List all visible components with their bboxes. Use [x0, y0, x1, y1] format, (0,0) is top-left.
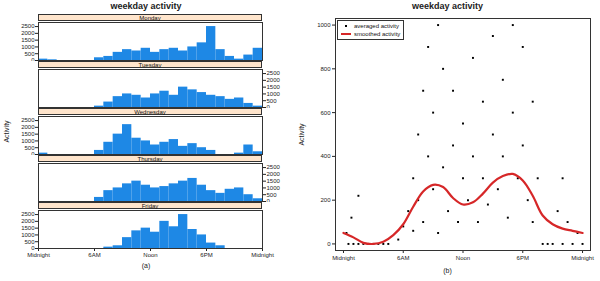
html-text:weekday activity: weekday activity: [412, 1, 483, 11]
svg-text:2000: 2000: [21, 124, 35, 130]
svg-text:1500: 1500: [21, 37, 35, 43]
svg-text:6AM: 6AM: [88, 252, 100, 258]
html-text:weekday activity: weekday activity: [110, 1, 182, 11]
svg-text:1000: 1000: [21, 138, 35, 144]
svg-text:1000: 1000: [267, 91, 281, 97]
svg-text:600: 600: [320, 110, 331, 116]
svg-text:6PM: 6PM: [200, 252, 212, 258]
svg-text:500: 500: [24, 145, 35, 151]
svg-text:0: 0: [31, 151, 35, 155]
svg-text:800: 800: [320, 66, 331, 72]
svg-text:0: 0: [327, 241, 331, 247]
svg-text:2500: 2500: [267, 164, 281, 170]
svg-text:2000: 2000: [267, 77, 281, 83]
svg-text:1500: 1500: [267, 178, 281, 184]
svg-text:Noon: Noon: [143, 252, 157, 258]
svg-text:500: 500: [24, 51, 35, 57]
svg-text:Midnight: Midnight: [251, 252, 274, 258]
html-text:Thursday: Thursday: [137, 156, 163, 162]
svg-text:1500: 1500: [267, 84, 281, 90]
svg-text:2500: 2500: [21, 23, 35, 29]
svg-text:1000: 1000: [317, 22, 331, 28]
html-text:Activity: Activity: [2, 120, 9, 143]
svg-text:2000: 2000: [267, 171, 281, 177]
svg-text:2000: 2000: [21, 218, 35, 224]
svg-text:1000: 1000: [21, 44, 35, 50]
svg-text:500: 500: [24, 239, 35, 245]
svg-text:1500: 1500: [21, 225, 35, 231]
svg-text:0: 0: [31, 57, 35, 61]
svg-text:Midnight: Midnight: [27, 252, 50, 258]
html-text:Activity: Activity: [297, 122, 304, 146]
svg-text:2000: 2000: [21, 30, 35, 36]
svg-text:200: 200: [320, 197, 331, 203]
svg-text:2500: 2500: [21, 117, 35, 123]
html-text:averaged activity: averaged activity: [354, 23, 399, 29]
svg-text:Midnight: Midnight: [571, 255, 594, 261]
svg-text:1000: 1000: [21, 232, 35, 238]
html-text:Monday: Monday: [139, 15, 161, 21]
html-text:Friday: Friday: [141, 203, 159, 209]
svg-text:500: 500: [267, 98, 278, 104]
svg-text:0: 0: [267, 104, 271, 108]
svg-text:1000: 1000: [267, 185, 281, 191]
svg-text:500: 500: [267, 192, 278, 198]
svg-text:Midnight: Midnight: [332, 255, 355, 261]
svg-text:0: 0: [31, 245, 35, 251]
html-text:(a): (a): [141, 262, 151, 269]
svg-text:2500: 2500: [267, 70, 281, 76]
html-text:(b): (b): [443, 267, 452, 274]
html-text:smoothed activity: smoothed activity: [354, 31, 401, 37]
html-text:Wednesday: Wednesday: [134, 109, 166, 115]
svg-text:0: 0: [267, 198, 271, 202]
svg-text:2500: 2500: [21, 211, 35, 217]
svg-text:400: 400: [320, 153, 331, 159]
html-text:Tuesday: Tuesday: [138, 62, 162, 68]
svg-text:6PM: 6PM: [517, 255, 529, 261]
svg-text:1500: 1500: [21, 131, 35, 137]
svg-text:Noon: Noon: [456, 255, 470, 261]
svg-text:6AM: 6AM: [397, 255, 409, 261]
